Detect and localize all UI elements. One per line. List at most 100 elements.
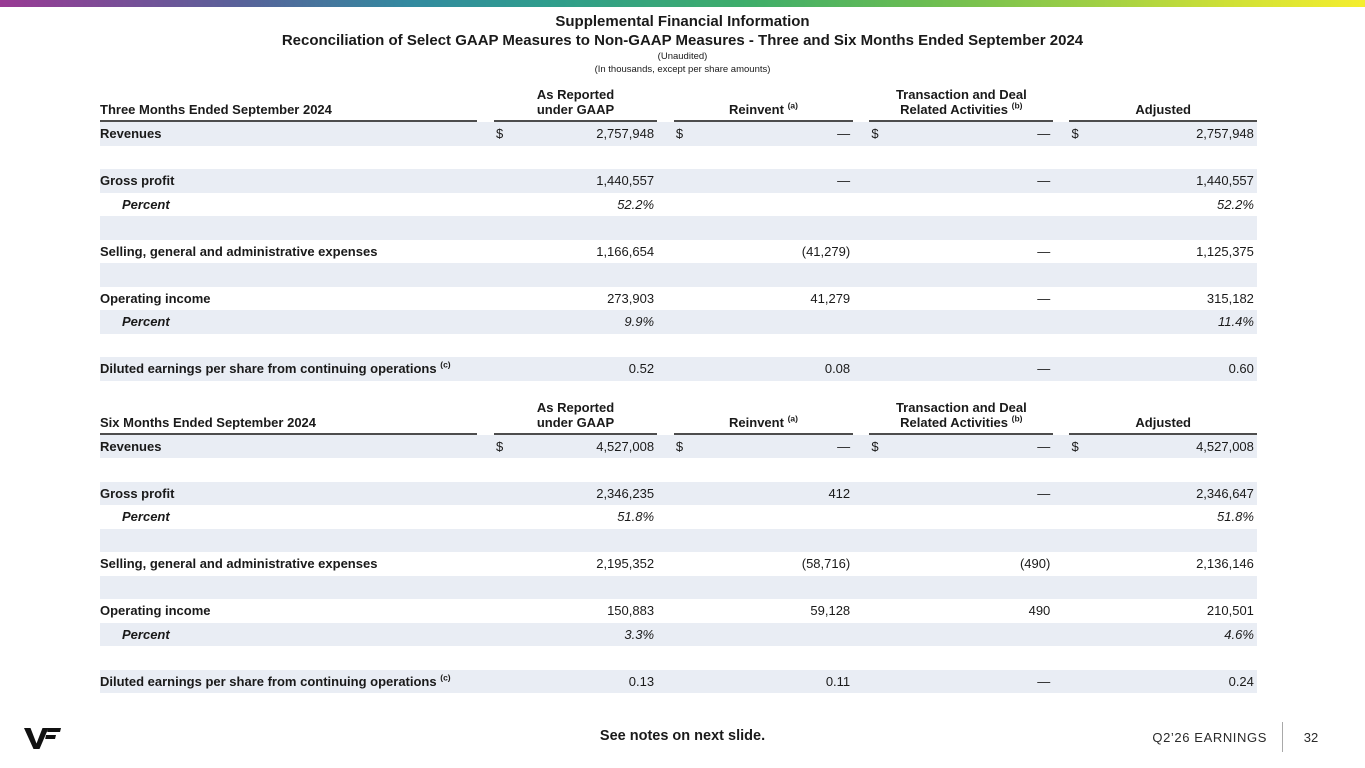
spacer-row: [100, 334, 1257, 358]
financial-table: Six Months Ended September 2024 As Repor…: [100, 400, 1257, 693]
table-header-row: Three Months Ended September 2024 As Rep…: [100, 87, 1257, 122]
tables-container: Three Months Ended September 2024 As Rep…: [100, 87, 1257, 693]
currency-symbol: $: [1071, 126, 1079, 142]
page-title: Supplemental Financial Information: [555, 13, 810, 30]
row-label: Gross profit: [100, 485, 175, 501]
footnote-marker-c: (c): [440, 673, 451, 683]
cell-value: 52.2%: [617, 196, 655, 212]
cell-value: 1,125,375: [1196, 243, 1254, 259]
cell-as-reported: 0.13: [494, 674, 657, 689]
column-gap: [477, 400, 494, 435]
cell-adjusted: 51.8%: [1069, 509, 1256, 524]
cell-as-reported: $2,757,948: [494, 126, 657, 141]
row-label: Percent: [122, 509, 170, 525]
row-label: Diluted earnings per share from continui…: [100, 673, 451, 689]
currency-symbol: $: [495, 438, 504, 454]
brand-gradient-bar: [0, 0, 1365, 7]
column-gap: [853, 87, 869, 122]
currency-symbol: $: [1071, 438, 1079, 454]
table-row: Selling, general and administrative expe…: [100, 552, 1257, 576]
column-header-reinvent: Reinvent (a): [673, 100, 854, 122]
cell-reinvent: (58,716): [674, 556, 853, 571]
cell-value: —: [837, 438, 851, 454]
cell-value: 210,501: [1206, 603, 1254, 619]
cell-value: 2,757,948: [1196, 126, 1254, 142]
cell-value: —: [1037, 173, 1051, 189]
footnote-marker-a: (a): [787, 413, 798, 424]
column-gap: [1053, 87, 1069, 122]
cell-adjusted: 52.2%: [1069, 197, 1256, 212]
spacer-row: [100, 575, 1257, 599]
column-header-as-reported: As Reported under GAAP: [493, 87, 658, 122]
cell-value: 0.11: [825, 673, 851, 689]
cell-adjusted: 1,125,375: [1069, 244, 1256, 259]
cell-value: 2,346,647: [1196, 485, 1254, 501]
column-header-tdra: Transaction and Deal Related Activities …: [869, 87, 1054, 122]
cell-adjusted: 4.6%: [1069, 627, 1256, 642]
cell-reinvent: $ —: [674, 126, 853, 141]
page-number: 32: [1303, 729, 1319, 745]
cell-value: 0.24: [1228, 673, 1254, 689]
cell-adjusted: 210,501: [1069, 603, 1256, 618]
cell-value: 4.6%: [1224, 626, 1254, 642]
currency-symbol: $: [871, 126, 879, 142]
currency-symbol: $: [675, 438, 684, 454]
cell-tdra: —: [869, 244, 1053, 259]
currency-symbol: $: [675, 126, 684, 142]
cell-reinvent: —: [674, 173, 853, 188]
column-gap: [657, 87, 674, 122]
row-label: Gross profit: [100, 173, 175, 189]
cell-reinvent: 412: [674, 486, 853, 501]
cell-value: (41,279): [801, 243, 851, 259]
column-header-adjusted: Adjusted: [1069, 415, 1257, 435]
cell-as-reported: $4,527,008: [494, 439, 657, 454]
table-row: Gross profit 2,346,235 412 — 2,346,647: [100, 481, 1257, 505]
cell-as-reported: 0.52: [494, 361, 657, 376]
footnote-marker-b: (b): [1011, 100, 1023, 111]
cell-value: 11.4%: [1218, 314, 1254, 330]
cell-value: —: [1037, 126, 1051, 142]
column-header-adjusted: Adjusted: [1069, 102, 1257, 122]
table-row: Gross profit 1,440,557 — — 1,440,557: [100, 169, 1257, 193]
cell-adjusted: 0.60: [1069, 361, 1256, 376]
cell-value: (58,716): [801, 556, 851, 572]
cell-tdra: (490): [869, 556, 1053, 571]
cell-as-reported: 3.3%: [494, 627, 657, 642]
cell-tdra: —: [869, 291, 1053, 306]
footer-right: Q2’26 EARNINGS 32: [1152, 718, 1339, 756]
spacer-row: [100, 216, 1257, 240]
cell-value: —: [1037, 243, 1051, 259]
row-label: Percent: [122, 626, 170, 642]
column-gap: [657, 400, 674, 435]
cell-value: —: [1037, 438, 1051, 454]
column-header-tdra: Transaction and Deal Related Activities …: [869, 400, 1054, 435]
table-header-row: Six Months Ended September 2024 As Repor…: [100, 400, 1257, 435]
cell-value: 2,136,146: [1196, 556, 1254, 572]
units-note: (In thousands, except per share amounts): [594, 64, 771, 75]
row-label: Revenues: [100, 126, 162, 142]
cell-value: —: [1037, 485, 1051, 501]
currency-symbol: $: [495, 126, 504, 142]
cell-adjusted: 11.4%: [1069, 314, 1256, 329]
cell-value: 2,757,948: [596, 126, 655, 142]
table-row: Percent 9.9% 11.4%: [100, 310, 1257, 334]
footnote-marker-a: (a): [787, 100, 798, 111]
cell-value: 51.8%: [1217, 509, 1254, 525]
cell-value: 9.9%: [624, 314, 655, 330]
table-row: Percent 3.3% 4.6%: [100, 622, 1257, 646]
cell-reinvent: (41,279): [674, 244, 853, 259]
cell-value: 51.8%: [617, 509, 655, 525]
cell-value: —: [1037, 290, 1051, 306]
currency-symbol: $: [871, 438, 879, 454]
footnote-marker-b: (b): [1011, 413, 1023, 424]
cell-value: 4,527,008: [596, 438, 655, 454]
cell-as-reported: 150,883: [494, 603, 657, 618]
table-row: Diluted earnings per share from continui…: [100, 357, 1257, 381]
cell-tdra: —: [869, 361, 1053, 376]
cell-adjusted: 315,182: [1069, 291, 1256, 306]
table-row: Diluted earnings per share from continui…: [100, 669, 1257, 693]
cell-tdra: 490: [869, 603, 1053, 618]
cell-tdra: $ —: [869, 126, 1053, 141]
table-body: Revenues $2,757,948 $ — $ — $2,757,948 Gross pr…: [100, 122, 1257, 381]
period-label: Three Months Ended September 2024: [100, 102, 478, 122]
